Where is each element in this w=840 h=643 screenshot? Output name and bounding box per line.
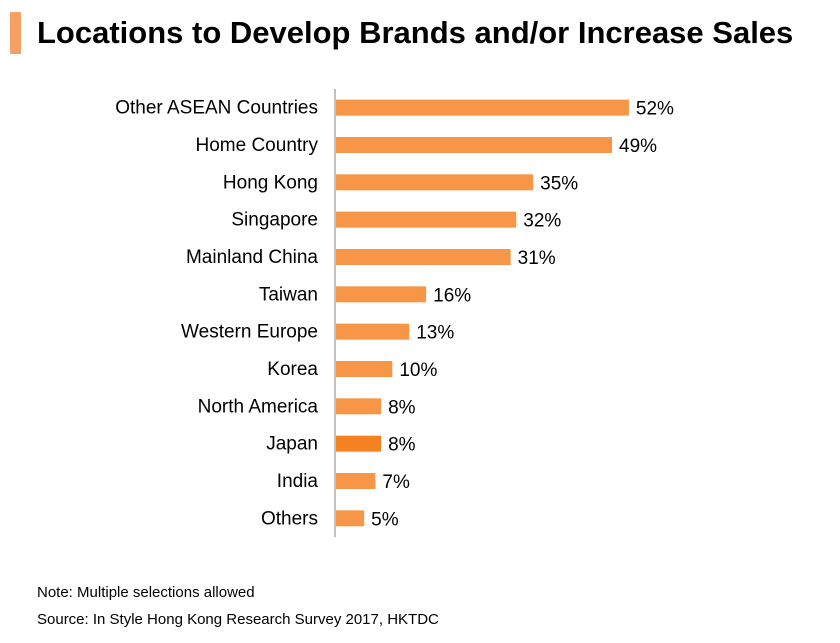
value-label: 52% — [636, 99, 674, 120]
value-label: 16% — [433, 285, 471, 306]
bar — [336, 286, 427, 303]
bar — [336, 99, 629, 116]
value-label: 13% — [416, 323, 454, 344]
category-label: Western Europe — [181, 322, 318, 343]
value-label: 8% — [388, 435, 416, 456]
bar — [336, 510, 365, 527]
category-label: Japan — [266, 434, 318, 455]
bar — [336, 174, 534, 191]
title-accent-bar — [10, 12, 21, 54]
bar — [336, 137, 613, 153]
value-label: 49% — [619, 136, 657, 157]
value-label: 8% — [388, 397, 416, 418]
category-label: Others — [261, 508, 318, 529]
bar — [336, 211, 517, 228]
value-label: 35% — [540, 173, 578, 194]
bar — [336, 323, 410, 340]
category-label: India — [277, 471, 319, 492]
value-label: 5% — [371, 509, 399, 530]
bar — [336, 361, 393, 377]
category-label: Korea — [267, 359, 318, 380]
value-label: 32% — [523, 211, 561, 232]
bar — [336, 398, 382, 415]
category-label: Hong Kong — [223, 172, 318, 193]
bar — [336, 473, 376, 489]
chart-source: Source: In Style Hong Kong Research Surv… — [37, 611, 439, 628]
value-label: 10% — [399, 360, 437, 381]
chart-title: Locations to Develop Brands and/or Incre… — [37, 15, 794, 50]
value-label: 31% — [518, 248, 556, 269]
bar — [336, 435, 382, 452]
category-label: Taiwan — [259, 284, 318, 305]
category-label: Mainland China — [186, 247, 318, 268]
category-label: Other ASEAN Countries — [115, 98, 318, 119]
category-label: North America — [198, 396, 319, 417]
value-label: 7% — [382, 472, 410, 493]
category-label: Singapore — [231, 210, 318, 231]
category-label: Home Country — [196, 135, 319, 156]
bar — [336, 249, 511, 265]
chart-note: Note: Multiple selections allowed — [37, 584, 255, 601]
